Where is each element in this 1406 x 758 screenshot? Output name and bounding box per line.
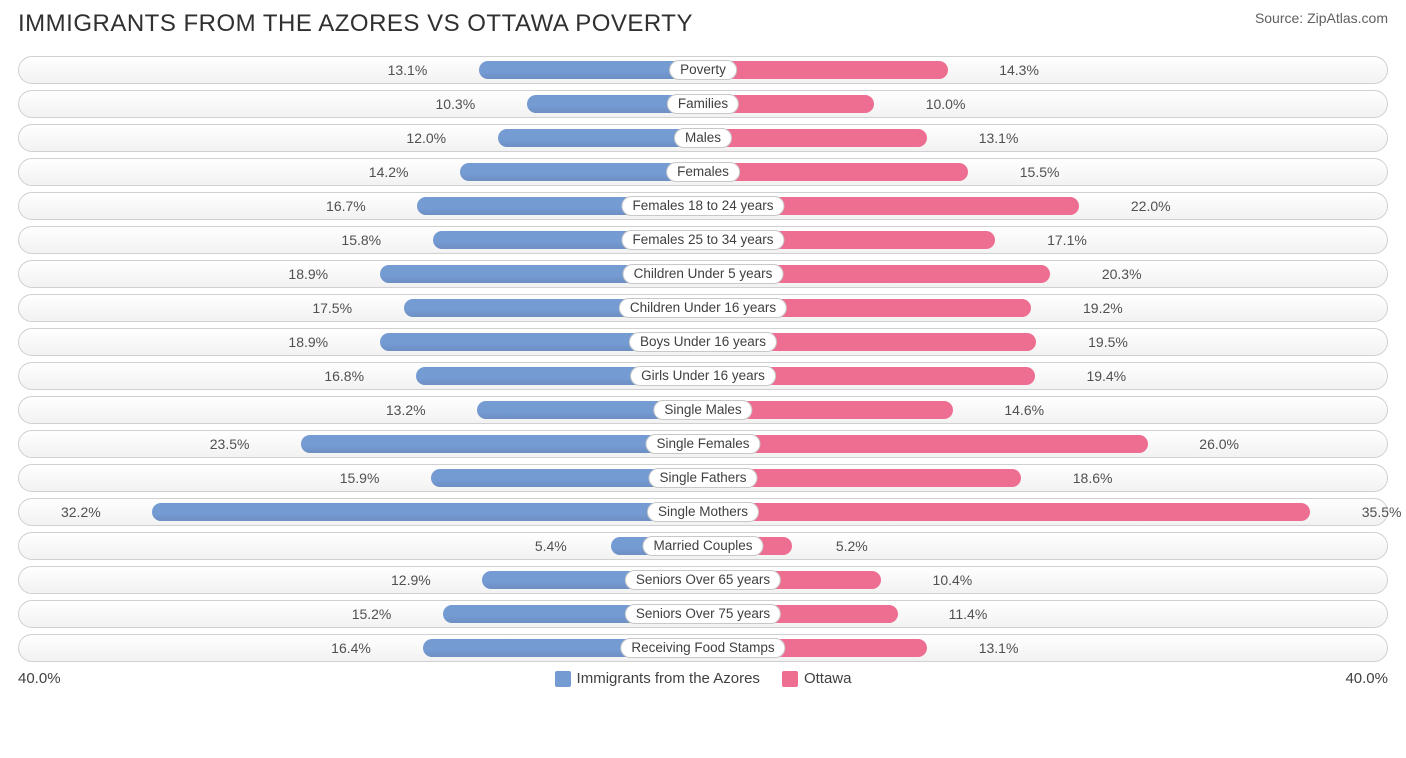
value-left: 18.9% — [288, 261, 334, 287]
value-right: 10.0% — [920, 91, 966, 117]
chart-row: 23.5% 26.0% Single Females — [18, 430, 1388, 458]
value-right: 17.1% — [1041, 227, 1087, 253]
value-left: 5.4% — [535, 533, 573, 559]
value-left: 16.7% — [326, 193, 372, 219]
legend: Immigrants from the Azores Ottawa — [555, 670, 852, 687]
category-label: Seniors Over 75 years — [625, 604, 781, 624]
value-left: 15.8% — [341, 227, 387, 253]
chart-row: 18.9% 19.5% Boys Under 16 years — [18, 328, 1388, 356]
bar-right — [703, 163, 968, 181]
chart-row: 12.9% 10.4% Seniors Over 65 years — [18, 566, 1388, 594]
value-right: 22.0% — [1125, 193, 1171, 219]
diverging-bar-chart: 13.1% 14.3% Poverty 10.3% 10.0% Families 12.0%… — [18, 56, 1388, 662]
value-right: 19.4% — [1080, 363, 1126, 389]
value-right: 5.2% — [830, 533, 868, 559]
axis-max-left: 40.0% — [18, 670, 61, 687]
value-left: 15.2% — [352, 601, 398, 627]
legend-item-left: Immigrants from the Azores — [555, 670, 760, 687]
value-right: 18.6% — [1067, 465, 1113, 491]
category-label: Children Under 5 years — [623, 264, 784, 284]
category-label: Single Females — [645, 434, 760, 454]
bar-right — [703, 435, 1148, 453]
category-label: Males — [674, 128, 732, 148]
category-label: Receiving Food Stamps — [620, 638, 785, 658]
value-left: 14.2% — [369, 159, 415, 185]
category-label: Families — [667, 94, 739, 114]
chart-row: 16.8% 19.4% Girls Under 16 years — [18, 362, 1388, 390]
chart-source: Source: ZipAtlas.com — [1255, 10, 1388, 26]
chart-row: 15.2% 11.4% Seniors Over 75 years — [18, 600, 1388, 628]
category-label: Single Fathers — [648, 468, 757, 488]
category-label: Single Males — [653, 400, 752, 420]
legend-label-right: Ottawa — [804, 670, 852, 687]
chart-row: 17.5% 19.2% Children Under 16 years — [18, 294, 1388, 322]
chart-title: IMMIGRANTS FROM THE AZORES VS OTTAWA POV… — [18, 10, 693, 38]
chart-row: 15.8% 17.1% Females 25 to 34 years — [18, 226, 1388, 254]
legend-swatch-left — [555, 671, 571, 687]
value-left: 13.1% — [388, 57, 434, 83]
value-left: 16.8% — [324, 363, 370, 389]
chart-row: 16.7% 22.0% Females 18 to 24 years — [18, 192, 1388, 220]
category-label: Children Under 16 years — [619, 298, 787, 318]
bar-left — [498, 129, 703, 147]
value-right: 26.0% — [1193, 431, 1239, 457]
category-label: Females — [666, 162, 740, 182]
value-right: 14.6% — [998, 397, 1044, 423]
bar-right — [703, 61, 948, 79]
chart-row: 12.0% 13.1% Males — [18, 124, 1388, 152]
value-right: 13.1% — [973, 125, 1019, 151]
category-label: Boys Under 16 years — [629, 332, 777, 352]
value-right: 35.5% — [1356, 499, 1402, 525]
value-right: 15.5% — [1014, 159, 1060, 185]
chart-row: 13.1% 14.3% Poverty — [18, 56, 1388, 84]
chart-footer: 40.0% Immigrants from the Azores Ottawa … — [18, 670, 1388, 687]
value-left: 15.9% — [340, 465, 386, 491]
value-right: 11.4% — [943, 601, 988, 627]
chart-row: 16.4% 13.1% Receiving Food Stamps — [18, 634, 1388, 662]
category-label: Girls Under 16 years — [630, 366, 776, 386]
value-left: 10.3% — [435, 91, 481, 117]
bar-right — [703, 129, 927, 147]
value-right: 19.5% — [1082, 329, 1128, 355]
value-left: 18.9% — [288, 329, 334, 355]
legend-label-left: Immigrants from the Azores — [577, 670, 760, 687]
bar-left — [152, 503, 703, 521]
chart-row: 32.2%35.5%Single Mothers — [18, 498, 1388, 526]
value-right: 19.2% — [1077, 295, 1123, 321]
chart-row: 10.3% 10.0% Families — [18, 90, 1388, 118]
legend-swatch-right — [782, 671, 798, 687]
chart-row: 13.2% 14.6% Single Males — [18, 396, 1388, 424]
legend-item-right: Ottawa — [782, 670, 852, 687]
chart-row: 5.4% 5.2% Married Couples — [18, 532, 1388, 560]
value-left: 12.0% — [406, 125, 452, 151]
bar-right — [703, 503, 1310, 521]
chart-header: IMMIGRANTS FROM THE AZORES VS OTTAWA POV… — [18, 10, 1388, 38]
category-label: Females 25 to 34 years — [621, 230, 784, 250]
value-right: 14.3% — [993, 57, 1039, 83]
value-right: 10.4% — [927, 567, 973, 593]
chart-row: 18.9% 20.3% Children Under 5 years — [18, 260, 1388, 288]
chart-row: 15.9% 18.6% Single Fathers — [18, 464, 1388, 492]
value-left: 12.9% — [391, 567, 437, 593]
value-left: 17.5% — [312, 295, 358, 321]
value-left: 32.2% — [61, 499, 107, 525]
chart-row: 14.2% 15.5% Females — [18, 158, 1388, 186]
value-left: 23.5% — [210, 431, 256, 457]
category-label: Married Couples — [642, 536, 763, 556]
value-left: 16.4% — [331, 635, 377, 661]
value-right: 20.3% — [1096, 261, 1142, 287]
bar-left — [301, 435, 703, 453]
category-label: Single Mothers — [647, 502, 759, 522]
category-label: Females 18 to 24 years — [621, 196, 784, 216]
category-label: Poverty — [669, 60, 737, 80]
value-left: 13.2% — [386, 397, 432, 423]
value-right: 13.1% — [973, 635, 1019, 661]
category-label: Seniors Over 65 years — [625, 570, 781, 590]
axis-max-right: 40.0% — [1345, 670, 1388, 687]
